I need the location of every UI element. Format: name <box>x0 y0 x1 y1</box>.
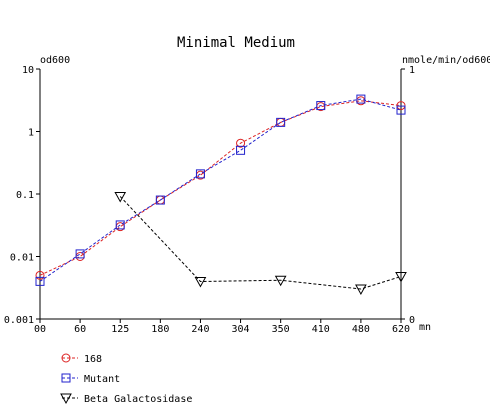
data-point <box>236 145 246 155</box>
data-point <box>274 275 287 287</box>
x-tick-label: 410 <box>312 324 330 335</box>
data-point <box>115 220 125 230</box>
right-axis-ticks: 01 <box>401 65 415 326</box>
data-point <box>195 169 205 179</box>
legend-marker <box>60 393 72 405</box>
chart-title: Minimal Medium <box>177 35 295 51</box>
data-point <box>35 270 45 280</box>
data-point <box>236 138 246 148</box>
data-point <box>155 195 165 205</box>
x-tick-label: 350 <box>272 324 290 335</box>
data-point <box>396 105 406 115</box>
x-tick-label: 620 <box>392 324 410 335</box>
data-point <box>114 192 127 203</box>
data-point <box>316 101 326 111</box>
data-point <box>35 276 45 286</box>
x-axis-ticks: 00 60 125 180 240 304 350 410 480 620 <box>34 319 410 335</box>
data-point <box>75 252 85 261</box>
legend-label: Mutant <box>84 374 120 385</box>
right-axis-label: nmole/min/od600 <box>402 55 490 66</box>
data-point <box>115 222 125 232</box>
legend: 168 Mutant Beta Galactosidase <box>60 353 192 405</box>
x-tick-label: 180 <box>151 324 169 335</box>
data-point <box>355 284 367 296</box>
left-tick-label: 0.01 <box>10 253 34 264</box>
left-axis-label: od600 <box>40 55 70 66</box>
x-tick-label: 60 <box>74 324 86 335</box>
data-point <box>276 117 286 127</box>
x-tick-label: 00 <box>34 324 46 335</box>
legend-marker <box>61 353 71 363</box>
x-tick-label: 480 <box>352 324 370 335</box>
data-point <box>395 272 407 283</box>
data-point <box>356 94 366 104</box>
left-tick-label: 10 <box>22 65 34 76</box>
series-line <box>39 98 402 282</box>
data-point <box>396 101 406 111</box>
x-tick-label: 304 <box>232 324 250 335</box>
x-tick-label: 240 <box>191 324 209 335</box>
x-tick-label: 125 <box>111 324 129 335</box>
data-point <box>194 277 207 288</box>
left-tick-label: 1 <box>28 128 34 139</box>
series-layer <box>35 94 407 296</box>
left-tick-label: 0.1 <box>16 190 34 201</box>
x-unit-label: mn <box>419 322 431 333</box>
right-tick-label: 0 <box>409 315 415 326</box>
left-axis-ticks: 0.001 0.01 0.1 1 10 <box>4 65 40 326</box>
legend-marker <box>61 373 71 383</box>
series-line <box>39 100 402 276</box>
left-tick-label: 0.001 <box>4 315 34 326</box>
legend-label: 168 <box>84 354 102 365</box>
data-point <box>75 249 85 259</box>
series-line <box>119 196 402 290</box>
legend-label: Beta Galactosidase <box>84 394 192 405</box>
right-tick-label: 1 <box>409 65 415 76</box>
